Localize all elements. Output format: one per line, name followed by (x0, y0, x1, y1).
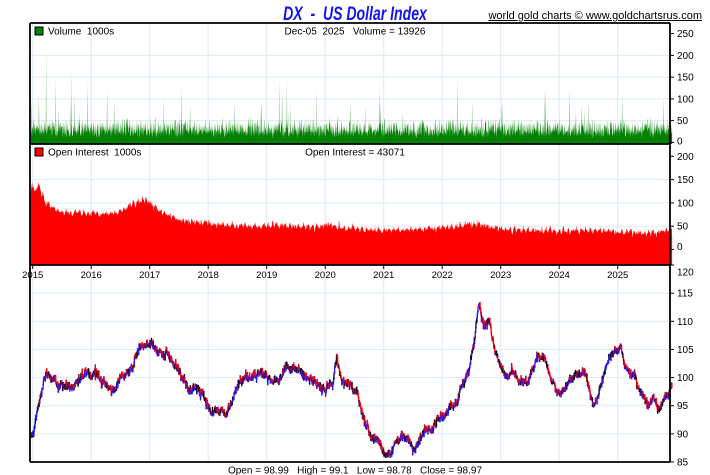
svg-text:2019: 2019 (256, 270, 277, 281)
svg-text:2018: 2018 (198, 270, 219, 281)
svg-text:50: 50 (677, 222, 689, 233)
svg-text:85: 85 (677, 458, 689, 469)
svg-text:Open = 98.99 High = 99.1 L: Open = 98.99 High = 99.1 Low = 98.78 Clo… (228, 466, 483, 475)
svg-text:2023: 2023 (490, 270, 511, 281)
svg-text:50: 50 (677, 116, 689, 127)
svg-text:2015: 2015 (22, 270, 43, 281)
svg-text:2024: 2024 (549, 270, 570, 281)
svg-text:2021: 2021 (373, 270, 394, 281)
svg-text:Open Interest = 43071: Open Interest = 43071 (305, 148, 405, 159)
svg-text:2025: 2025 (607, 270, 628, 281)
svg-text:Dec-05 2025 Volume = 13926: Dec-05 2025 Volume = 13926 (285, 27, 426, 38)
svg-text:90: 90 (677, 429, 689, 440)
svg-text:0: 0 (677, 242, 683, 253)
svg-text:120: 120 (677, 268, 694, 279)
svg-text:0: 0 (677, 136, 683, 147)
svg-text:Open Interest 1000s: Open Interest 1000s (48, 148, 141, 159)
svg-text:150: 150 (677, 175, 694, 186)
svg-text:100: 100 (677, 373, 694, 384)
svg-text:100: 100 (677, 198, 694, 209)
svg-text:250: 250 (677, 29, 694, 40)
svg-text:150: 150 (677, 73, 694, 84)
svg-text:2020: 2020 (315, 270, 336, 281)
svg-text:95: 95 (677, 401, 689, 412)
svg-text:200: 200 (677, 152, 694, 163)
svg-text:115: 115 (677, 289, 693, 300)
svg-text:100: 100 (677, 94, 694, 105)
svg-text:Volume 1000s: Volume 1000s (48, 27, 114, 38)
svg-text:2016: 2016 (81, 270, 102, 281)
svg-text:105: 105 (677, 345, 694, 356)
svg-text:110: 110 (677, 317, 693, 328)
svg-text:200: 200 (677, 51, 694, 62)
svg-text:2017: 2017 (139, 270, 160, 281)
svg-text:2022: 2022 (432, 270, 453, 281)
